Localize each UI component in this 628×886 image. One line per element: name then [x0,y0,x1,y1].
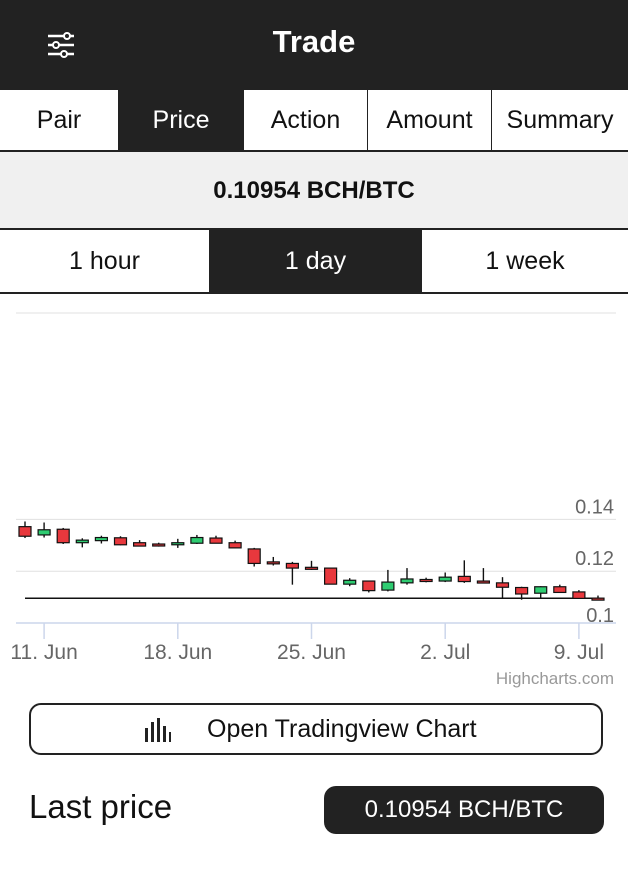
page-title: Trade [272,24,356,59]
y-tick-label: 0.12 [575,548,614,570]
candle-body [190,536,204,544]
x-tick-label: 11. Jun [10,641,77,664]
last-price-value: 0.10954 BCH/BTC [324,786,604,834]
tab-summary[interactable]: Summary [506,106,614,134]
last-price-label: Last price [29,788,173,825]
candle-body [572,591,586,599]
candle-body [304,566,319,570]
candle-body [113,537,128,546]
candle-body [553,586,567,594]
app-header: Trade [0,0,628,90]
candle-body [94,536,109,542]
candle-body [266,561,280,565]
candle-body [514,586,529,595]
x-tick-label: 9. Jul [554,641,604,664]
chart-credit: Highcharts.com [496,669,614,688]
candle-body [247,548,261,565]
candle-body [228,542,242,549]
candle-body [133,542,147,547]
tab-amount[interactable]: Amount [368,90,492,150]
tab-price[interactable]: Price [119,90,244,150]
x-tick-label: 18. Jun [143,641,212,664]
candle-body [152,543,166,547]
candle-body [438,576,452,582]
candle-body [591,597,605,601]
step-tabs: Pair Price Action Amount Summary [0,90,628,152]
candle-body [18,526,32,537]
x-tick-label: 25. Jun [277,641,346,664]
sliders-icon[interactable] [40,26,80,64]
candle-body [381,581,395,591]
candle-body [362,580,376,592]
range-1-day[interactable]: 1 day [209,230,422,292]
candle-body [75,539,89,544]
candle-body [343,579,357,585]
y-tick-label: 0.1 [586,605,614,627]
candle-body [534,586,548,594]
y-tick-label: 0.14 [575,496,614,518]
bar-chart-icon [143,716,171,744]
candle-body [495,582,510,588]
candle-body [171,542,185,546]
x-tick-label: 2. Jul [420,641,470,664]
tradingview-button-label: Open Tradingview Chart [207,715,477,743]
tab-pair[interactable]: Pair [0,90,119,150]
open-tradingview-button[interactable]: Open Tradingview Chart [29,703,603,755]
tab-action[interactable]: Action [244,90,368,150]
price-chart: 0.14 0.12 0.1 11. Jun 18. Jun 25. Jun 2. Jul 9.… [0,295,628,695]
candlestick-chart: 0.14 0.12 0.1 11. Jun 18. Jun 25. Jun 2. Jul 9.… [10,312,616,688]
range-1-hour[interactable]: 1 hour [69,247,140,275]
candle-body [56,528,70,544]
candle-body [209,537,223,544]
candle-body [476,580,490,584]
candle-body [400,578,414,584]
candle-body [457,575,471,583]
range-1-week[interactable]: 1 week [485,247,565,275]
candle-body [324,567,338,585]
price-banner: 0.10954 BCH/BTC [0,152,628,230]
range-selector: 1 hour 1 day 1 week [0,230,628,294]
candle-body [37,529,51,536]
candle-body [419,578,433,583]
candle-body [285,562,299,569]
